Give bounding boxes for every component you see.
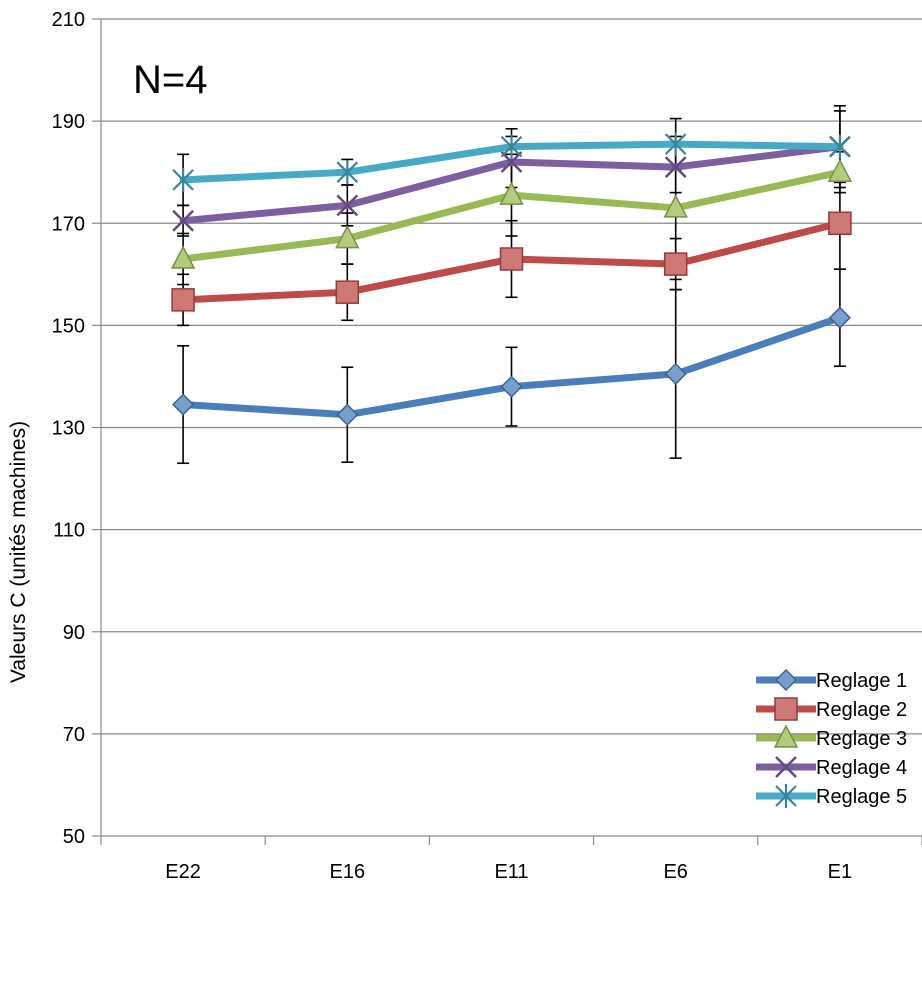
y-tick-label: 190 [52,111,85,133]
tick-labels: 50 70 90 110 130 150 170 190 210 E22 E16 E11 E6 E1 [52,9,853,883]
y-tick-label: 70 [63,724,85,746]
data-point [335,280,360,304]
data-point [829,134,851,159]
y-tick-label: 110 [53,520,85,542]
legend-marker [775,756,797,778]
x-tick-label: E22 [165,861,201,883]
data-point [335,224,360,249]
x-tick-label: E6 [663,861,687,883]
y-axis-title: Valeurs C (unités machines) [7,421,30,683]
data-point [828,211,852,235]
data-point [663,252,688,276]
data-point [663,194,688,218]
data-point [664,156,687,178]
data-point [172,393,195,416]
axes [92,18,922,845]
annotation-n: N=4 [133,58,208,102]
x-tick-label: E16 [330,861,366,883]
data-point [828,306,851,329]
data-point [499,181,524,205]
legend-marker [775,784,797,808]
data-point [170,245,196,269]
data-point [500,151,523,173]
data-point [664,362,687,385]
x-tick-label: E1 [828,861,852,883]
data-point [499,247,524,271]
legend-marker [774,697,798,721]
legend-label: Reglage 2 [816,699,907,721]
y-tick-label: 210 [52,9,85,31]
data-point [171,288,195,312]
data-point [172,209,194,232]
data-point [827,158,853,182]
y-tick-label: 50 [63,826,85,848]
legend-marker [774,668,798,692]
legend: Reglage 1 Reglage 2 Reglage 3 Reglage 4 Regl… [756,668,907,808]
y-tick-label: 150 [52,315,85,337]
y-tick-label: 90 [63,622,85,644]
data-point [500,134,523,159]
legend-label: Reglage 3 [816,728,907,750]
data-point [336,194,359,217]
legend-label: Reglage 1 [816,670,907,692]
legend-marker [773,724,799,748]
legend-label: Reglage 4 [816,757,907,779]
data-point [500,375,523,398]
legend-label: Reglage 5 [816,786,907,808]
y-tick-label: 170 [52,213,85,235]
y-tick-label: 130 [52,418,85,440]
data-point [172,167,194,192]
series [170,132,853,426]
data-point [664,132,687,157]
x-tick-label: E11 [494,861,528,883]
data-point [336,160,359,185]
data-point [336,403,359,426]
